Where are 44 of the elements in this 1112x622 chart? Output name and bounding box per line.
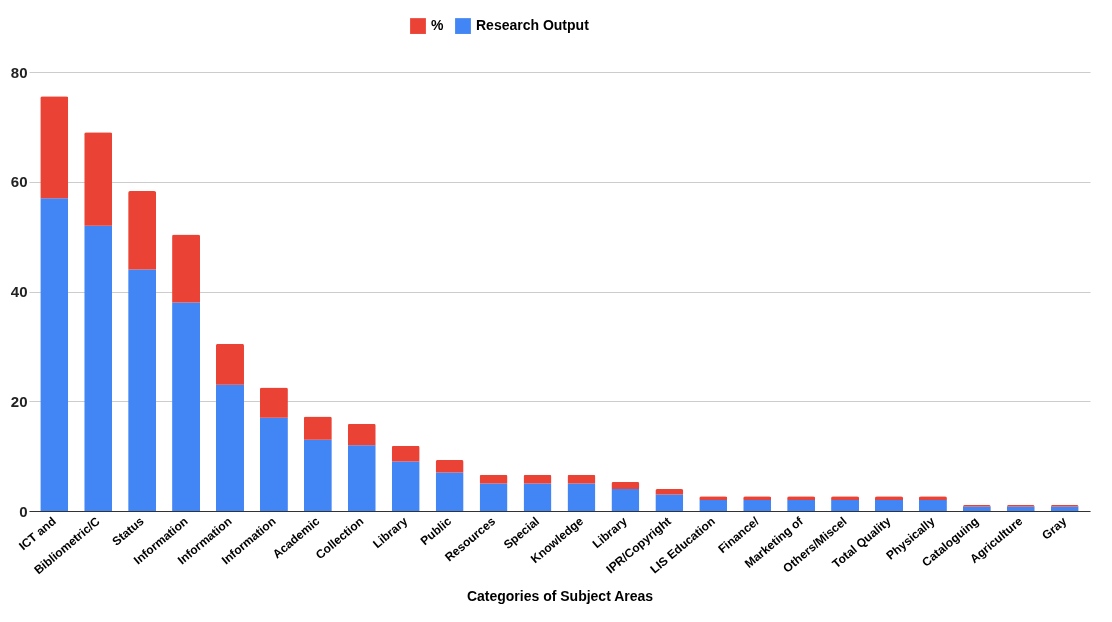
bar: [655, 489, 684, 495]
bar: [787, 500, 816, 511]
bar: [84, 225, 113, 511]
bar: [259, 417, 288, 511]
y-tick-label: 40: [10, 283, 28, 300]
bar: [567, 474, 596, 484]
bar: [172, 302, 201, 511]
y-tick-label: 60: [10, 173, 28, 191]
bar: [435, 472, 464, 511]
bar: [40, 198, 69, 511]
bar: [875, 500, 903, 511]
x-axis-title: Categories of Subject Areas: [466, 588, 654, 605]
bar: [172, 234, 201, 303]
bar: [567, 483, 596, 511]
bar: [347, 445, 376, 511]
bar: [611, 481, 640, 490]
bar: [699, 500, 728, 511]
bar: [216, 343, 244, 385]
bar: [743, 500, 772, 511]
y-tick-label: 0: [19, 502, 28, 520]
y-tick-label: 80: [10, 63, 28, 81]
bar: [128, 269, 157, 511]
legend-label: %: [431, 17, 444, 34]
bar: [303, 439, 332, 511]
bar: [347, 423, 376, 446]
bar: [435, 459, 464, 473]
bar: [391, 445, 420, 462]
bar: [831, 500, 860, 511]
bar: [216, 384, 244, 511]
legend-label: Research Output: [476, 17, 590, 34]
bar: [303, 416, 332, 440]
bar: [479, 483, 508, 511]
bar: [479, 474, 508, 484]
bar: [655, 494, 684, 511]
bar: [523, 483, 552, 511]
bar: [611, 489, 640, 511]
bar: [918, 500, 947, 511]
bar: [84, 132, 113, 226]
bar: [128, 191, 157, 270]
y-tick-label: 20: [10, 392, 28, 410]
bar: [259, 387, 288, 418]
bar: [40, 96, 69, 199]
bar: [523, 474, 552, 484]
bar: [391, 461, 420, 511]
